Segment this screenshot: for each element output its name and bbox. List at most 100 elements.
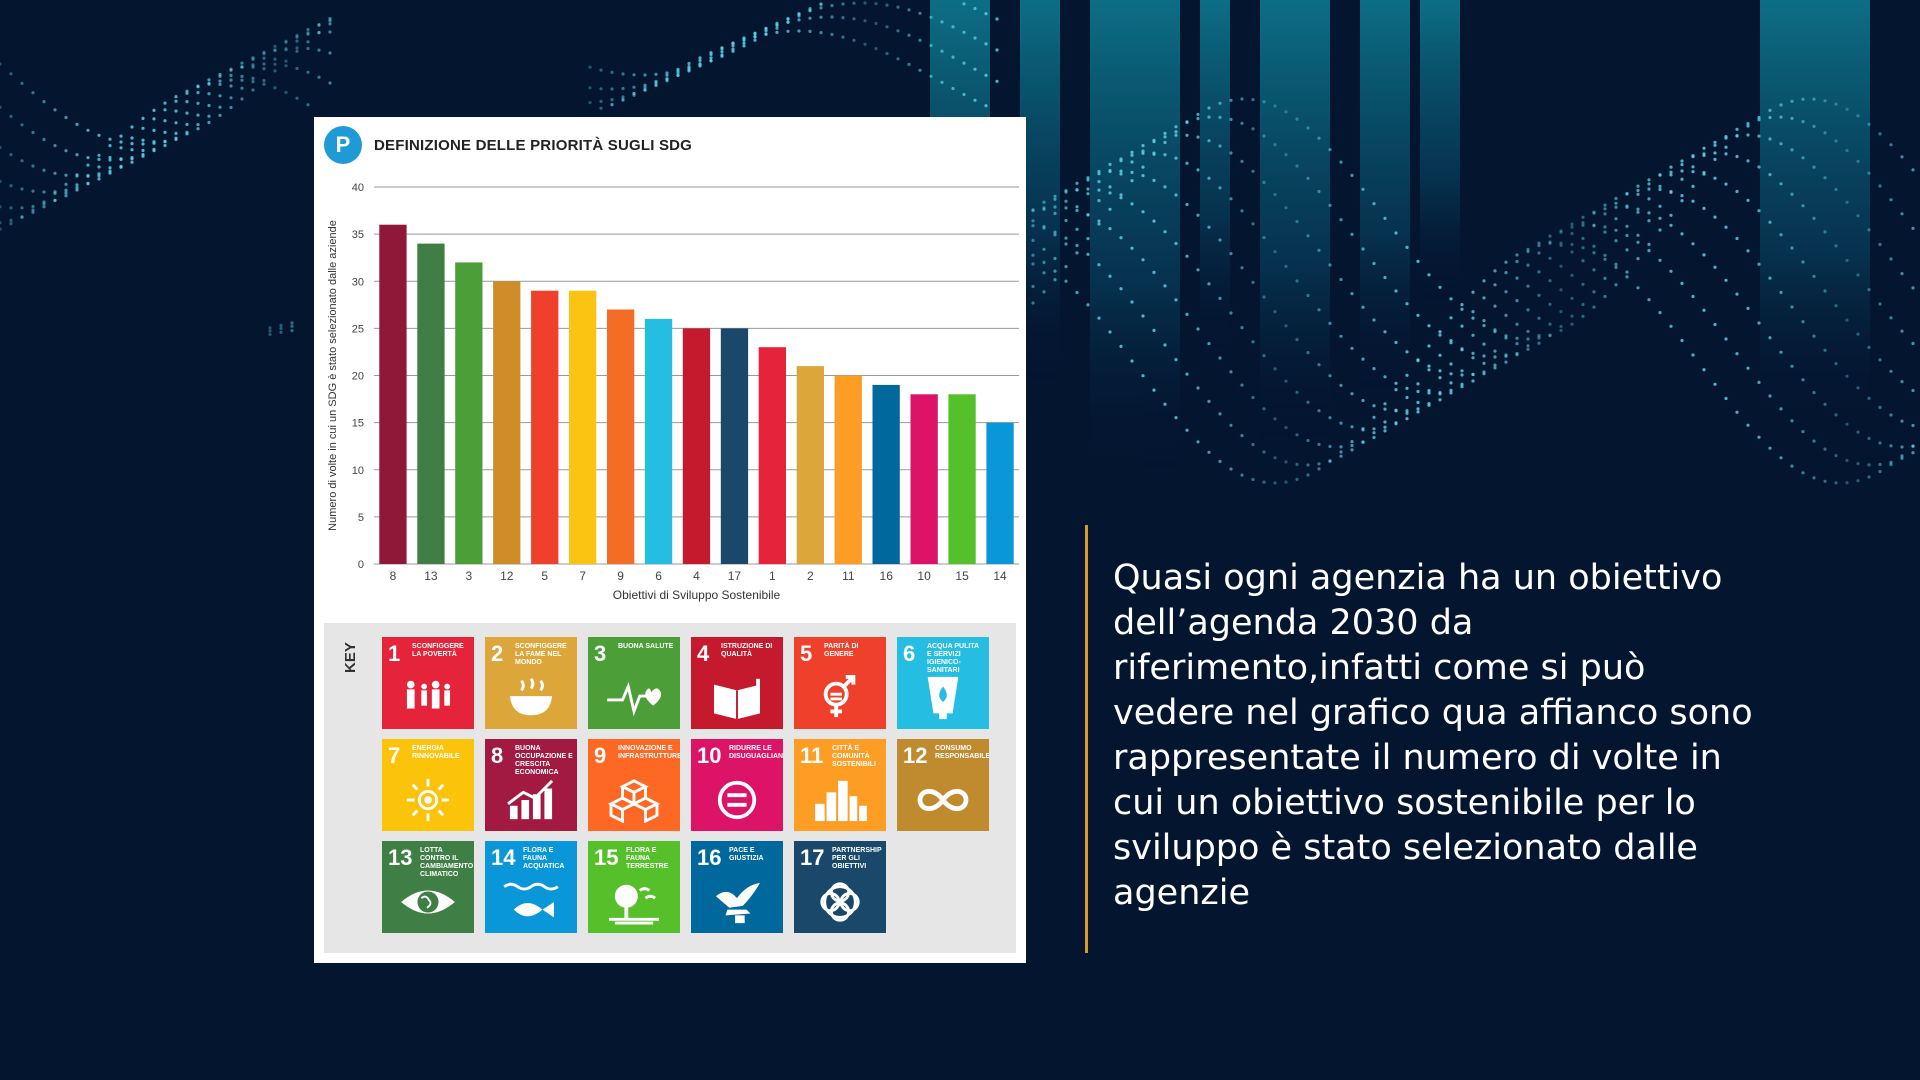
bg-dot: [1702, 368, 1706, 372]
bg-dot: [1889, 316, 1893, 320]
bg-dot: [1526, 247, 1530, 251]
bg-dot: [1438, 333, 1442, 337]
bg-dot: [1174, 156, 1178, 160]
bg-dot: [1779, 115, 1783, 119]
sdg-tile-number: 4: [697, 641, 710, 666]
bg-dot: [75, 153, 79, 157]
bg-dot: [1570, 225, 1574, 229]
bg-dot: [621, 72, 625, 76]
bg-dot: [808, 9, 812, 13]
bg-dot: [1867, 475, 1871, 479]
dove-icon: [707, 879, 767, 925]
bg-dot: [1691, 155, 1695, 159]
bg-dot: [1636, 192, 1640, 196]
bg-dot: [1746, 423, 1750, 427]
bg-dot: [1306, 473, 1310, 477]
bg-dot: [1548, 241, 1552, 245]
bg-dot: [1823, 289, 1827, 293]
bg-dot: [1394, 340, 1398, 345]
bg-dot: [1559, 229, 1563, 233]
sdg-key-grid: 1 Sconfiggere la povertà 2 Sconfiggere la f…: [382, 637, 1002, 937]
bg-dot: [1658, 184, 1662, 188]
bg-dot: [1207, 282, 1211, 286]
bg-dot: [1339, 218, 1343, 222]
bg-dot: [1823, 348, 1827, 352]
sdg-tile-number: 2: [491, 641, 504, 666]
bg-dot: [1460, 303, 1464, 307]
bg-dot: [1284, 264, 1288, 268]
bg-dot: [1361, 187, 1365, 191]
bg-dot: [1405, 395, 1409, 400]
bg-dot: [1251, 477, 1255, 482]
bg-dot: [1438, 330, 1442, 334]
bg-dot: [1768, 115, 1772, 120]
bg-dot: [1526, 344, 1530, 348]
light-beams: [930, 0, 1870, 470]
bg-dot: [1152, 328, 1156, 332]
bg-dot: [1823, 230, 1827, 234]
bg-dot: [1482, 342, 1486, 346]
bg-dot: [1889, 369, 1893, 373]
bg-dot: [1163, 140, 1167, 145]
bg-dot: [1889, 257, 1893, 261]
bg-dot: [665, 71, 669, 75]
bg-dot: [1581, 302, 1585, 307]
bg-dot: [830, 32, 834, 37]
bg-dot: [1295, 390, 1299, 394]
bg-dot: [1405, 302, 1409, 306]
bg-dot: [130, 148, 134, 152]
bg-dot: [1911, 444, 1915, 448]
bg-dot: [119, 146, 123, 150]
y-tick-label: 25: [352, 323, 364, 335]
bg-dot: [1482, 372, 1486, 376]
bg-dot: [1284, 379, 1288, 383]
bg-dot: [1614, 201, 1618, 205]
bg-dot: [1350, 232, 1354, 236]
bg-dot: [1856, 214, 1860, 218]
bg-dot: [251, 56, 255, 60]
bg-dot: [1592, 223, 1596, 227]
bg-dot: [163, 143, 167, 148]
bg-dot: [632, 91, 636, 96]
bg-dot: [295, 33, 299, 38]
bg-dot: [1229, 197, 1233, 201]
bg-dot: [251, 76, 255, 80]
chart-card: P DEFINIZIONE DELLE PRIORITÀ SUGLI SDG 0…: [314, 117, 1026, 963]
bg-dot: [1812, 391, 1816, 395]
bg-dot: [86, 163, 90, 167]
bg-dot: [1328, 459, 1332, 463]
bg-dot: [1537, 341, 1541, 345]
bg-dot: [1614, 239, 1618, 243]
bg-dot: [1372, 202, 1376, 206]
bg-dot: [874, 21, 878, 26]
bg-dot: [31, 130, 35, 135]
sdg-tile-3: 3 Buona salute: [588, 637, 680, 729]
bg-dot: [1229, 423, 1233, 427]
bg-dot: [962, 2, 966, 6]
bg-dot: [1691, 170, 1695, 174]
bg-dot: [1548, 334, 1552, 338]
bg-dot: [1262, 295, 1266, 299]
bg-dot: [1130, 160, 1134, 164]
bg-dot: [1757, 115, 1761, 120]
bg-dot: [1152, 151, 1156, 155]
bg-dot: [108, 155, 112, 160]
bar: [607, 309, 635, 564]
bg-dot: [1471, 333, 1475, 337]
bg-dot: [1900, 155, 1904, 159]
bg-dot: [1372, 318, 1376, 322]
bg-dot: [53, 191, 57, 195]
bg-dot: [709, 59, 713, 63]
bg-dot: [42, 205, 46, 209]
bg-dot: [775, 26, 779, 30]
bg-dot: [1394, 381, 1398, 385]
bg-dot: [1218, 238, 1222, 242]
bg-dot: [53, 198, 57, 202]
bg-dot: [1647, 187, 1651, 191]
bg-dot: [86, 128, 90, 132]
bg-dot: [1416, 313, 1420, 317]
bg-dot: [1801, 320, 1805, 324]
bar: [796, 366, 824, 564]
bg-dot: [654, 82, 658, 87]
bg-dot: [86, 156, 90, 160]
